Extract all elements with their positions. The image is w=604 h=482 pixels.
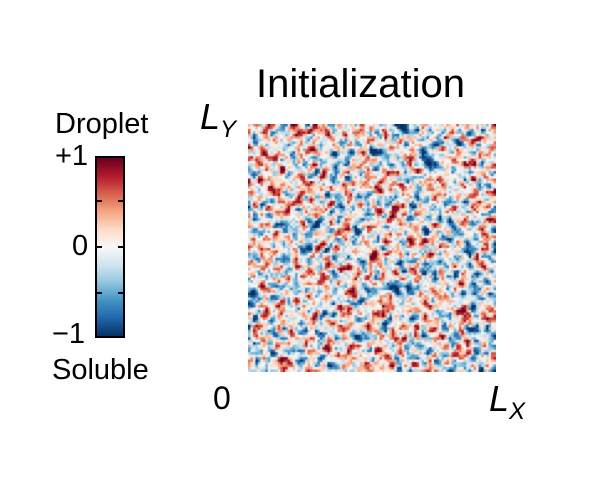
colorbar-top-label: Droplet: [55, 108, 149, 140]
colorbar-tick-max: +1: [55, 140, 89, 172]
colorbar-tick-mid: 0: [72, 230, 89, 262]
colorbar-mid-tick: [118, 246, 123, 248]
x-axis-var: L: [489, 378, 510, 419]
colorbar: [95, 156, 125, 338]
y-axis-max-label: LY: [200, 96, 236, 144]
colorbar-minor-tick: [97, 292, 102, 294]
x-axis-max-label: LX: [489, 378, 525, 426]
y-axis-sub: Y: [220, 116, 237, 143]
colorbar-bottom-label: Soluble: [52, 354, 149, 386]
heatmap-field: [248, 124, 496, 372]
colorbar-minor-tick: [118, 200, 123, 202]
colorbar-tick-min: −1: [52, 318, 86, 350]
colorbar-minor-tick: [118, 292, 123, 294]
colorbar-minor-tick: [97, 200, 102, 202]
x-axis-sub: X: [509, 398, 526, 425]
colorbar-mid-tick: [97, 246, 102, 248]
origin-label: 0: [213, 380, 231, 416]
chart-title: Initialization: [256, 62, 466, 106]
y-axis-var: L: [200, 96, 221, 137]
